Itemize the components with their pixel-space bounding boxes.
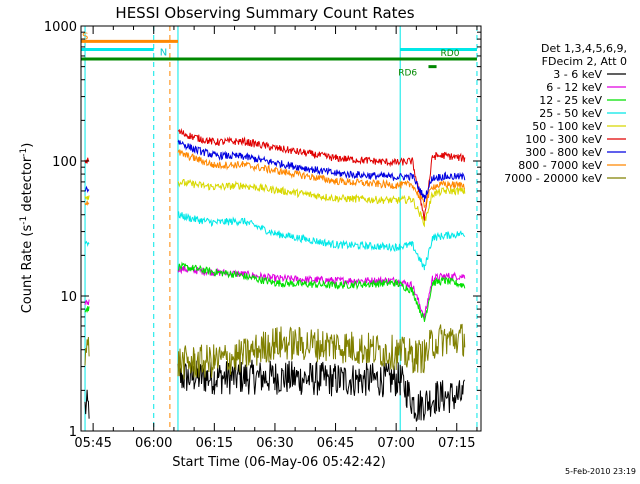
legend-entry-label: 6 - 12 keV: [546, 81, 602, 94]
legend-entry-label: 7000 - 20000 keV: [504, 172, 602, 185]
series-line: [84, 178, 466, 228]
legend-entry-label: 50 - 100 keV: [532, 120, 602, 133]
x-tick-label: 07:15: [438, 436, 475, 451]
series-line: [84, 261, 466, 323]
y-tick-label: 10: [60, 290, 77, 305]
plot-frame: [80, 25, 482, 432]
x-tick-label: 06:15: [196, 436, 233, 451]
series-line: [84, 211, 466, 271]
chart-title: HESSI Observing Summary Count Rates: [115, 4, 414, 22]
flag-label-n: N: [160, 47, 167, 58]
series-line: [84, 265, 466, 319]
x-axis-label: Start Time (06-May-06 05:42:42): [172, 455, 386, 470]
y-axis-label-main: Count Rate (s: [20, 225, 35, 314]
legend: Det 1,3,4,5,6,9,FDecim 2, Att 03 - 6 keV…: [504, 42, 627, 185]
series-line: [84, 323, 466, 380]
x-tick-label: 06:30: [256, 436, 293, 451]
y-axis-label-sup2: -1: [19, 148, 29, 157]
legend-entry-label: 300 - 800 keV: [525, 146, 602, 159]
legend-entry-label: 25 - 50 keV: [539, 107, 602, 120]
flag-label-s: S: [82, 31, 88, 42]
y-axis-label: Count Rate (s-1 detector-1): [19, 143, 35, 314]
x-tick-label: 05:45: [74, 436, 111, 451]
legend-header: Det 1,3,4,5,6,9,: [541, 42, 627, 55]
y-tick-label: 1: [69, 425, 77, 440]
legend-entry-label: 100 - 300 keV: [525, 133, 602, 146]
y-tick-label: 100: [52, 155, 77, 170]
legend-entry-label: 800 - 7000 keV: [518, 159, 602, 172]
flag-label-rd0: RD0: [441, 49, 460, 59]
legend-entry-label: 12 - 25 keV: [539, 94, 602, 107]
x-tick-label: 07:00: [377, 436, 414, 451]
x-tick-label: 06:45: [317, 436, 354, 451]
y-axis-label-mid: detector: [20, 156, 35, 216]
series-line: [84, 359, 465, 422]
legend-entry-label: 3 - 6 keV: [553, 68, 602, 81]
flag-label-rd6: RD6: [398, 69, 417, 79]
series-line: [84, 139, 466, 203]
y-axis-label-end: ): [20, 143, 35, 148]
y-axis-label-sup1: -1: [19, 216, 29, 225]
annotations: S N RD6 RD0: [81, 26, 478, 431]
x-tick-label: 06:00: [135, 436, 172, 451]
axes: 1 10 100 1000 05:45 06:00 06:15 06:30 06:45 07:00…: [44, 20, 481, 451]
series-line: [84, 149, 465, 208]
timestamp-footer: 5-Feb-2010 23:19: [565, 467, 636, 476]
legend-header: FDecim 2, Att 0: [542, 55, 627, 68]
y-tick-label: 1000: [44, 20, 77, 35]
